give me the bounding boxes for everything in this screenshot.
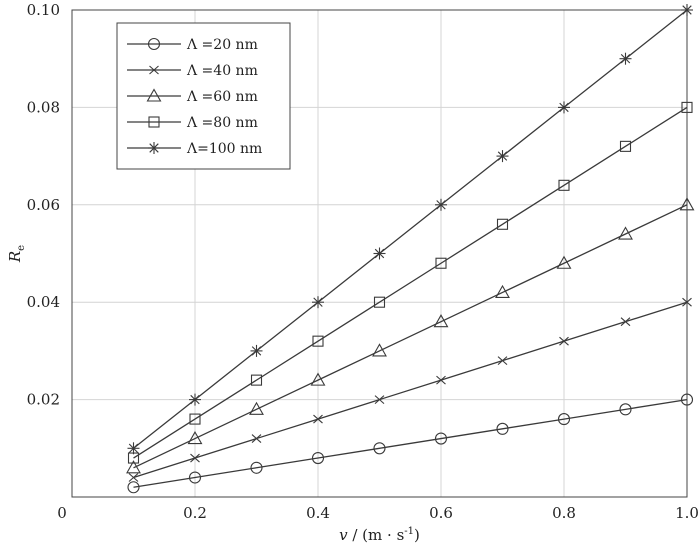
x-axis-label-sup: -1 [404,526,414,537]
series-group [126,4,695,494]
data-point [373,296,386,308]
x-tick-label: 0.4 [306,504,330,522]
x-tick-label: 1.0 [675,504,699,522]
legend-label: Λ =60 nm [186,89,258,105]
data-point [187,430,203,445]
data-point [559,336,569,346]
series-line [133,204,688,469]
x-axis-label-rest: / (m · s [348,526,405,544]
legend-marker [149,65,159,75]
data-point [372,343,387,357]
data-point [620,317,631,327]
x-axis-label: v / (m · s-1) [339,526,420,544]
data-point [310,372,326,386]
data-point [373,442,386,455]
data-point [374,395,385,405]
legend-item: Λ =80 nm [127,115,258,131]
data-point [312,335,324,347]
y-tick-label: 0.08 [27,98,60,116]
x-tick-label: 0.6 [429,504,453,522]
legend-label: Λ=100 nm [186,141,262,157]
plot-frame [71,9,688,498]
data-point [128,473,139,482]
legend-item: Λ =40 nm [127,63,258,79]
data-point [496,218,509,230]
y-axis-label: Re [6,245,27,263]
data-point [250,374,263,386]
data-point [312,296,324,309]
data-point [311,451,325,465]
data-point [373,247,386,260]
data-point [189,393,201,406]
legend-item: Λ =20 nm [127,37,258,53]
data-point [188,471,202,484]
data-point [682,297,692,307]
series-line [133,9,688,449]
data-point [679,197,695,211]
data-point [495,284,510,299]
legend-marker [147,37,161,51]
series-line [133,398,688,488]
legend-marker [148,116,160,128]
data-point [127,442,140,455]
data-point [558,101,570,114]
x-tick-label: 0.8 [552,504,576,522]
data-point [496,150,509,163]
data-point [313,414,323,424]
legend-marker [148,142,160,154]
data-point [126,460,141,474]
y-tick-label: 0.02 [27,391,60,409]
data-point [619,140,632,152]
legend-label: Λ =40 nm [186,63,258,79]
y-tick-label: 0.06 [27,196,60,214]
series-1 [127,393,694,494]
data-point [680,393,694,406]
legend-marker [146,88,162,102]
y-axis-label-sub: e [16,245,27,251]
series-line [133,301,688,479]
y-axis-label-main: R [6,251,24,263]
data-point [189,413,201,425]
x-axis-label-var: v [339,526,348,544]
data-point [250,344,263,357]
y-tick-label: 0.04 [27,293,60,311]
data-point [251,434,262,443]
legend-item: Λ=100 nm [127,141,262,157]
data-point [681,4,693,16]
data-point [619,403,632,416]
y-axis-ticks: 0.02 0.04 0.06 0.08 0.10 [27,1,60,409]
data-point [497,356,508,366]
legend-label: Λ =80 nm [186,115,258,131]
series-4 [127,101,693,464]
x-tick-label: 0.2 [183,504,207,522]
y-tick-label: 0.10 [27,1,60,19]
legend-label: Λ =20 nm [186,37,258,53]
data-point [496,422,509,435]
data-point [250,461,263,474]
data-point [618,226,633,240]
x-axis-ticks: 0 0.2 0.4 0.6 0.8 1.0 [57,504,699,522]
data-point [249,401,264,415]
data-point [558,179,570,191]
data-point [190,453,200,463]
data-point [434,432,448,445]
data-point [433,314,449,328]
data-point [619,52,632,65]
legend-item: Λ =60 nm [127,88,258,105]
data-point [681,101,693,113]
series-line [133,106,688,459]
data-point [556,255,572,269]
series-2 [128,297,692,482]
data-point [435,198,447,211]
series-5 [127,4,693,455]
data-point [557,413,571,426]
x-tick-label: 0 [57,504,67,522]
x-axis-label-close: ) [414,526,420,544]
data-point [127,481,140,494]
data-point [435,257,447,269]
legend: Λ =20 nm Λ =40 nm Λ =60 nm Λ =80 nm Λ=100 nm [116,22,291,170]
data-point [436,375,446,385]
series-3 [126,197,695,474]
